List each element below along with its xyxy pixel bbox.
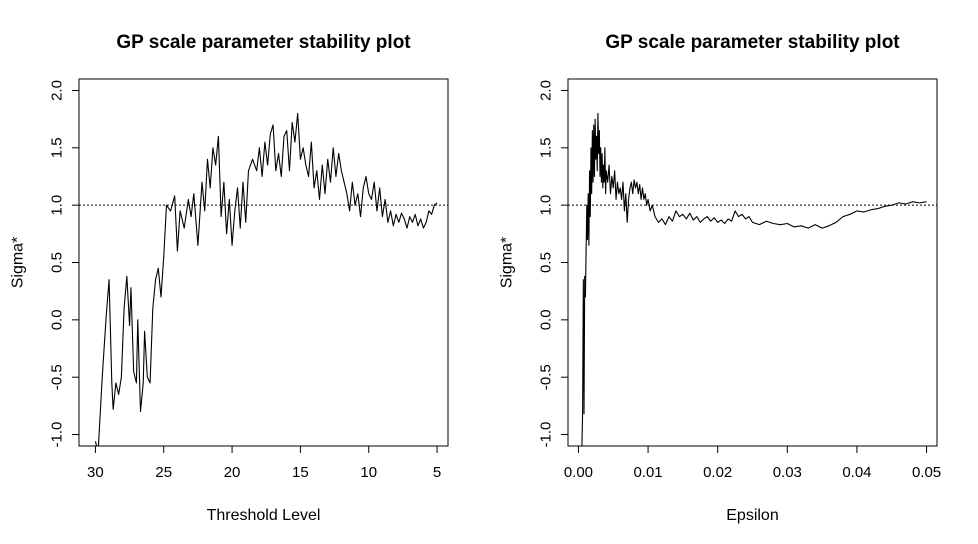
- x-tick-label: 0.04: [842, 464, 871, 481]
- y-tick-label: 0.5: [49, 252, 66, 273]
- x-tick-label: 25: [155, 464, 172, 481]
- y-tick-label: 0.0: [49, 309, 66, 330]
- panel-1: GP scale parameter stability plot -1.0 -0.…: [10, 32, 449, 524]
- plot-frame: [78, 78, 449, 447]
- series-line: [581, 112, 927, 446]
- x-tick-label: 30: [87, 464, 104, 481]
- y-tick-label: -1.0: [538, 422, 555, 448]
- x-tick-label: 5: [433, 464, 441, 481]
- y-axis-label: Sigma*: [499, 237, 516, 289]
- y-tick-label: -1.0: [49, 422, 66, 448]
- panel-2: GP scale parameter stability plot -1.0 -0.…: [499, 32, 942, 524]
- x-axis-label: Threshold Level: [207, 507, 321, 524]
- y-tick-label: 1.0: [49, 195, 66, 216]
- x-tick-label: 20: [224, 464, 241, 481]
- x-tick-label: 0.00: [564, 464, 593, 481]
- y-tick-label: 0.5: [538, 252, 555, 273]
- y-tick-label: 1.5: [538, 137, 555, 158]
- y-tick-label: 2.0: [49, 80, 66, 101]
- y-tick-label: -0.5: [49, 364, 66, 390]
- y-tick-label: 0.0: [538, 309, 555, 330]
- x-tick-label: 0.01: [633, 464, 662, 481]
- chart-title: GP scale parameter stability plot: [116, 32, 411, 53]
- x-tick-label: 0.05: [912, 464, 941, 481]
- x-tick-label: 15: [292, 464, 309, 481]
- x-tick-label: 0.02: [703, 464, 732, 481]
- y-tick-label: 1.0: [538, 195, 555, 216]
- series-line: [94, 112, 438, 446]
- y-axis-label: Sigma*: [10, 237, 27, 289]
- chart-title: GP scale parameter stability plot: [605, 32, 900, 53]
- x-axis-label: Epsilon: [726, 507, 778, 524]
- y-tick-label: 1.5: [49, 137, 66, 158]
- plot-frame: [567, 78, 938, 447]
- x-tick-label: 10: [360, 464, 377, 481]
- y-tick-label: 2.0: [538, 80, 555, 101]
- x-tick-label: 0.03: [773, 464, 802, 481]
- y-tick-label: -0.5: [538, 364, 555, 390]
